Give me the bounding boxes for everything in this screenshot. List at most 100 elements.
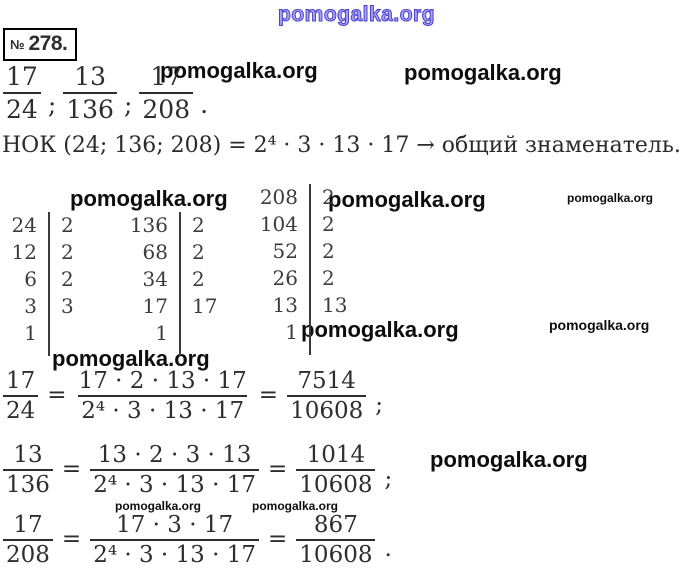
quotient-cell: 104 [252, 211, 311, 238]
factor-row: 6 2 [0, 266, 74, 293]
fraction: 17 24 [3, 368, 39, 424]
numerator: 17 · 2 · 13 · 17 [78, 368, 247, 394]
quotient-cell: 26 [252, 265, 311, 292]
denominator: 2⁴ · 3 · 13 · 17 [78, 395, 248, 424]
fraction: 17 · 2 · 13 · 17 2⁴ · 3 · 13 · 17 [76, 368, 250, 424]
factor-row: 208 2 [252, 184, 347, 211]
denominator: 208 [3, 539, 53, 568]
fraction: 17 208 [3, 512, 53, 568]
quotient-cell: 13 [252, 292, 311, 319]
divisor-cell: 13 [322, 293, 348, 317]
divisor-cell [50, 320, 61, 347]
denominator: 24 [3, 92, 41, 124]
numerator: 13 [74, 62, 107, 91]
separator: ; [123, 89, 133, 119]
watermark: pomogalka.org [404, 60, 562, 85]
watermark: pomogalka.org [549, 317, 650, 333]
denominator: 208 [139, 92, 194, 124]
numerator: 17 · 3 · 17 [116, 512, 234, 538]
quotient-cell: 24 [0, 212, 50, 239]
factor-row: 1 [0, 320, 74, 347]
table-rule-extension [0, 347, 74, 356]
divisor-cell: 2 [192, 213, 205, 237]
divisor-cell: 2 [61, 240, 74, 264]
numerator: 17 [6, 368, 36, 394]
quotient-cell: 68 [122, 239, 181, 266]
quotient-cell: 6 [0, 266, 50, 293]
factor-row: 34 2 [122, 266, 217, 293]
problem-number-box: № 278. [3, 28, 78, 61]
factor-row: 52 2 [252, 238, 347, 265]
factor-row: 12 2 [0, 239, 74, 266]
watermark: pomogalka.org [70, 186, 228, 211]
fraction: 7514 10608 [287, 368, 367, 424]
equation-13-136: 13 136 = 13 · 2 · 3 · 13 2⁴ · 3 · 13 · 1… [3, 442, 392, 498]
denominator: 10608 [296, 539, 376, 568]
numerator: 7514 [297, 368, 356, 394]
separator: ; [47, 89, 57, 119]
table-rule-extension [252, 346, 347, 355]
fraction: 13 136 [3, 442, 53, 498]
numerator: 867 [313, 512, 358, 538]
factor-table-208: 208 2 104 2 52 2 26 2 13 13 1 [252, 184, 347, 355]
denominator: 136 [3, 469, 53, 498]
factor-row: 3 3 [0, 293, 74, 320]
numerator: 17 [6, 62, 38, 91]
divisor-cell: 2 [322, 185, 335, 209]
fraction: 13 136 [63, 62, 117, 124]
quotient-cell: 1 [252, 319, 311, 346]
numerator: 13 · 2 · 3 · 13 [97, 442, 252, 468]
watermark: pomogalka.org [328, 187, 486, 212]
divisor-cell: 17 [192, 294, 218, 318]
punctuation: . [384, 536, 392, 562]
quotient-cell: 12 [0, 239, 50, 266]
watermark: pomogalka.org [277, 2, 436, 26]
equals-sign: = [268, 456, 288, 482]
divisor-cell [311, 319, 322, 346]
punctuation: ; [375, 392, 383, 418]
equals-sign: = [258, 382, 279, 408]
fraction: 867 10608 [296, 512, 376, 568]
divisor-cell: 2 [61, 213, 74, 237]
watermark: pomogalka.org [301, 317, 459, 342]
factor-row: 136 2 [122, 212, 217, 239]
denominator: 10608 [287, 395, 367, 424]
fraction: 1014 10608 [296, 442, 376, 498]
divisor-cell: 2 [322, 266, 335, 290]
factor-row: 104 2 [252, 211, 347, 238]
denominator: 24 [3, 395, 39, 424]
factor-row: 13 13 [252, 292, 347, 319]
fraction: 17 24 [3, 62, 41, 124]
divisor-cell: 2 [322, 212, 335, 236]
equals-sign: = [61, 456, 82, 482]
given-fractions: 17 24 ; 13 136 ; 17 208 . [3, 62, 208, 124]
numerator: 17 [13, 512, 43, 538]
quotient-cell: 3 [0, 293, 50, 320]
factor-row: 24 2 [0, 212, 74, 239]
factor-row: 17 17 [122, 293, 217, 320]
denominator: 136 [63, 92, 117, 124]
equals-sign: = [61, 526, 82, 552]
quotient-cell: 34 [122, 266, 181, 293]
quotient-cell: 1 [122, 320, 181, 347]
denominator: 10608 [296, 469, 376, 498]
factor-row: 1 [252, 319, 347, 346]
equation-17-208: 17 208 = 17 · 3 · 17 2⁴ · 3 · 13 · 17 = … [3, 512, 392, 568]
equals-sign: = [268, 526, 288, 552]
separator: . [200, 89, 209, 119]
factor-row: 68 2 [122, 239, 217, 266]
divisor-cell: 2 [61, 267, 74, 291]
quotient-cell: 1 [0, 320, 50, 347]
factor-row: 1 [122, 320, 217, 347]
denominator: 2⁴ · 3 · 13 · 17 [90, 539, 260, 568]
quotient-cell: 17 [122, 293, 181, 320]
equals-sign: = [47, 382, 67, 408]
equation-17-24: 17 24 = 17 · 2 · 13 · 17 2⁴ · 3 · 13 · 1… [3, 368, 383, 424]
divisor-cell [181, 320, 192, 347]
divisor-cell: 2 [192, 267, 205, 291]
factor-table-136: 136 2 68 2 34 2 17 17 1 [122, 212, 217, 356]
factor-table-24: 24 2 12 2 6 2 3 3 1 [0, 212, 74, 356]
watermark: pomogalka.org [567, 191, 654, 205]
numerator: 13 [13, 442, 43, 468]
fraction: 17 · 3 · 17 2⁴ · 3 · 13 · 17 [90, 512, 260, 568]
